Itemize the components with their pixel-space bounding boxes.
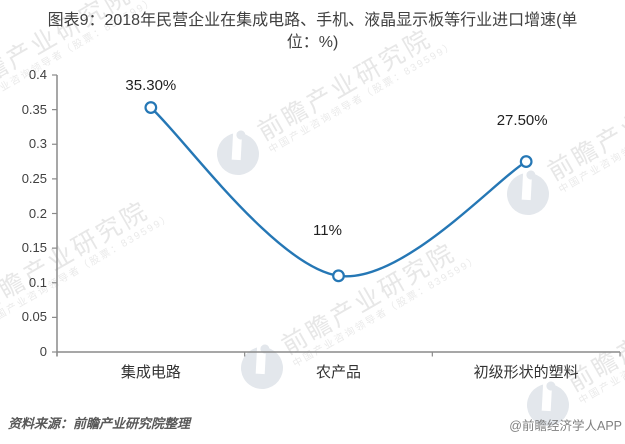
y-axis-tick-label: 0.4 (28, 67, 47, 82)
data-point-markers (144, 101, 533, 283)
x-axis-category-label: 农产品 (315, 364, 361, 381)
y-axis-tick-label: 0.15 (21, 240, 47, 256)
y-axis-tick-label: 0.25 (21, 170, 47, 186)
y-axis-tick-label: 0.35 (21, 101, 47, 117)
data-point-marker (519, 155, 533, 168)
data-point-marker (332, 269, 345, 283)
y-axis-tick-label: 0.1 (28, 274, 47, 290)
axis-ticks (52, 74, 621, 357)
x-axis-category-label: 初级形状的塑料 (473, 364, 579, 381)
y-axis-tick-label: 0.2 (28, 205, 47, 221)
data-label: 35.30% (125, 76, 177, 94)
data-label: 27.50% (496, 111, 548, 129)
y-axis-tick-label: 0.3 (28, 136, 47, 152)
chart-title: 图表9：2018年民营企业在集成电路、手机、液晶显示板等行业进口增速(单位：%) (47, 12, 578, 51)
data-point-marker (144, 101, 158, 114)
data-label: 11% (313, 221, 342, 239)
y-axis-tick-label: 0 (39, 344, 47, 359)
brand-credit: @前瞻经济学人APP (509, 419, 622, 433)
y-axis-tick-label: 0.05 (21, 309, 47, 325)
source-note: 资料来源：前瞻产业研究院整理 (8, 416, 191, 431)
x-axis-category-label: 集成电路 (120, 364, 181, 381)
trend-line (149, 106, 528, 278)
